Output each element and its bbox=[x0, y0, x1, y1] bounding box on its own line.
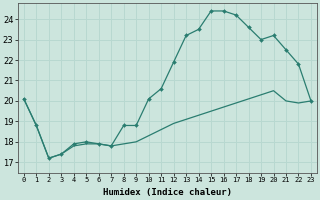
X-axis label: Humidex (Indice chaleur): Humidex (Indice chaleur) bbox=[103, 188, 232, 197]
